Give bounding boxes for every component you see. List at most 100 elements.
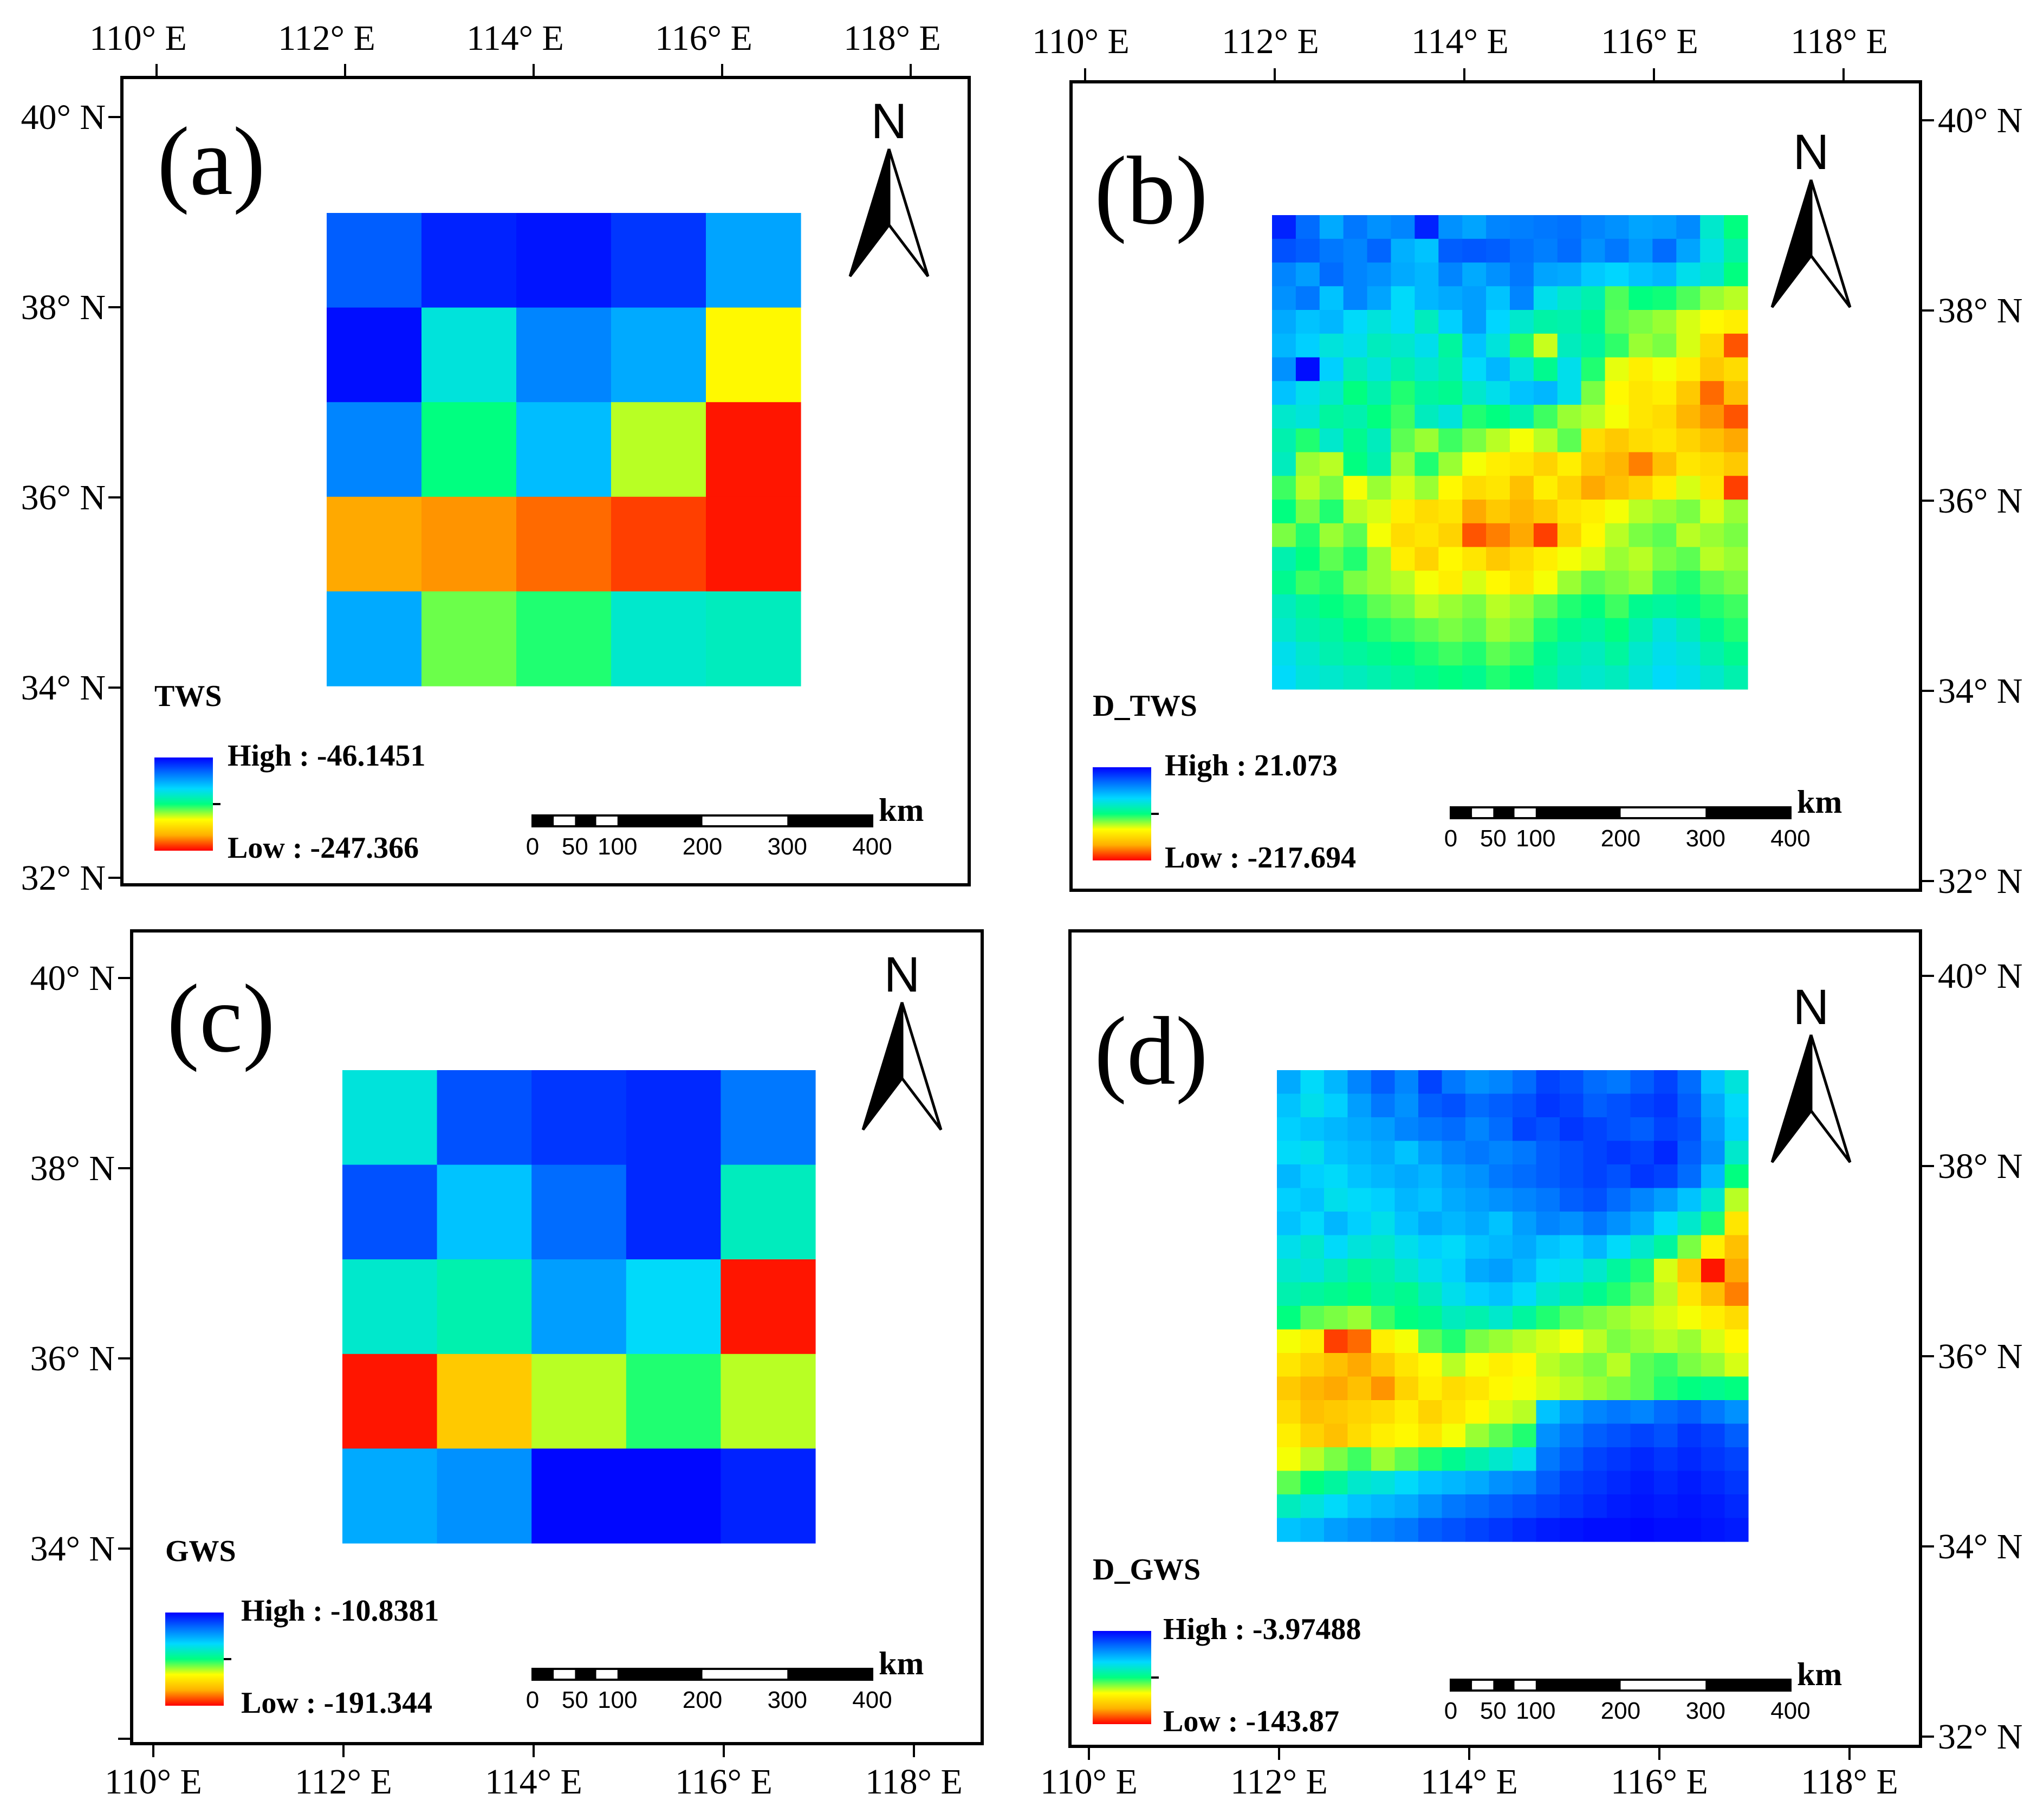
raster-cell <box>1701 1353 1725 1377</box>
scale-bar-unit: km <box>879 792 924 828</box>
raster-cell <box>1442 1164 1466 1189</box>
raster-cell <box>1630 1353 1654 1377</box>
raster-cell <box>1343 571 1368 595</box>
scale-bar-segment <box>617 815 703 826</box>
raster-cell <box>1724 1141 1749 1165</box>
raster-cell <box>1272 238 1296 263</box>
raster-cell <box>1652 571 1677 595</box>
raster-cell <box>1581 618 1606 643</box>
raster-cell <box>1701 1447 1725 1472</box>
scale-bar-segment <box>1472 810 1494 815</box>
raster-cell <box>1630 1070 1654 1095</box>
raster-cell <box>1442 1070 1466 1095</box>
panel-a-left-ticks: 40° N 38° N 36° N 34° N 32° N <box>21 98 122 898</box>
raster-cell <box>1489 1259 1513 1283</box>
raster-cell <box>1628 476 1653 500</box>
raster-cell <box>1319 642 1344 666</box>
raster-cell <box>1583 1376 1607 1401</box>
raster-cell <box>1438 571 1463 595</box>
raster-cell <box>1295 594 1320 619</box>
raster-cell <box>1513 1353 1537 1377</box>
raster-cell <box>1300 1353 1325 1377</box>
raster-cell <box>1652 428 1677 453</box>
raster-cell <box>1371 1329 1396 1354</box>
panel-a-frame <box>120 76 971 886</box>
raster-cell <box>1462 381 1487 405</box>
raster-cell <box>1442 1259 1466 1283</box>
raster-cell <box>1295 381 1320 405</box>
raster-cell <box>1391 523 1415 548</box>
raster-cell <box>1438 310 1463 334</box>
raster-cell <box>1418 1376 1443 1401</box>
raster-cell <box>1583 1282 1607 1306</box>
raster-cell <box>1701 1518 1725 1542</box>
raster-cell <box>1700 333 1724 358</box>
raster-cell <box>1607 1282 1631 1306</box>
raster-cell <box>1394 1070 1419 1095</box>
raster-cell <box>1442 1400 1466 1424</box>
raster-cell <box>1605 547 1630 571</box>
raster-cell <box>1557 476 1582 500</box>
y-tick-label: 36° N <box>1938 1337 2023 1376</box>
raster-cell <box>1510 381 1534 405</box>
raster-cell <box>1277 1212 1301 1236</box>
raster-cell <box>1343 286 1368 310</box>
raster-cell <box>1371 1400 1396 1424</box>
raster-cell <box>1701 1306 1725 1330</box>
raster-cell <box>1724 1164 1749 1189</box>
scale-bar-segment <box>575 815 596 826</box>
raster-cell <box>1486 665 1510 690</box>
raster-cell <box>1533 238 1558 263</box>
raster-cell <box>1607 1423 1631 1448</box>
raster-cell <box>1324 1235 1348 1259</box>
raster-cell <box>1414 642 1439 666</box>
raster-cell <box>1630 1164 1654 1189</box>
raster-cell <box>1462 665 1487 690</box>
x-tick-label: 118° E <box>1790 22 1888 61</box>
raster-cell <box>1418 1070 1443 1095</box>
raster-cell <box>1581 571 1606 595</box>
raster-cell <box>1513 1471 1537 1495</box>
raster-cell <box>1677 1212 1702 1236</box>
raster-cell <box>1371 1306 1396 1330</box>
raster-cell <box>1676 642 1701 666</box>
raster-cell <box>1724 1117 1749 1142</box>
raster-cell <box>1489 1164 1513 1189</box>
raster-cell <box>1300 1494 1325 1519</box>
y-tick-label: 34° N <box>1938 1527 2023 1566</box>
legend-low-label: Low : -143.87 <box>1163 1705 1339 1738</box>
raster-cell <box>1319 238 1344 263</box>
raster-cell <box>1513 1164 1537 1189</box>
raster-cell <box>1295 405 1320 429</box>
raster-cell <box>1605 428 1630 453</box>
raster-cell <box>1489 1235 1513 1259</box>
raster-cell <box>706 213 801 308</box>
panel-d-scale-bar: 0 50 100 200 300 400 km <box>1444 1656 1842 1724</box>
legend-low-label: Low : -247.366 <box>228 831 419 865</box>
raster-cell <box>1677 1423 1702 1448</box>
raster-cell <box>1628 357 1653 381</box>
raster-cell <box>1347 1117 1372 1142</box>
raster-cell <box>1489 1518 1513 1542</box>
panel-b-scale-bar: 0 50 100 200 300 400 km <box>1444 784 1842 852</box>
raster-cell <box>1701 1259 1725 1283</box>
raster-cell <box>1367 618 1392 643</box>
raster-cell <box>1533 381 1558 405</box>
raster-cell <box>1701 1400 1725 1424</box>
raster-cell <box>1418 1353 1443 1377</box>
raster-cell <box>1277 1235 1301 1259</box>
raster-cell <box>342 1354 438 1449</box>
raster-cell <box>1677 1141 1702 1165</box>
raster-cell <box>1418 1494 1443 1519</box>
raster-cell <box>1277 1353 1301 1377</box>
raster-cell <box>1414 262 1439 287</box>
raster-cell <box>1607 1117 1631 1142</box>
panel-a-raster <box>327 213 801 687</box>
raster-cell <box>1295 500 1320 524</box>
raster-cell <box>1605 262 1630 287</box>
raster-cell <box>1607 1212 1631 1236</box>
raster-cell <box>1319 310 1344 334</box>
raster-cell <box>1367 594 1392 619</box>
raster-cell <box>1489 1282 1513 1306</box>
raster-cell <box>1277 1423 1301 1448</box>
